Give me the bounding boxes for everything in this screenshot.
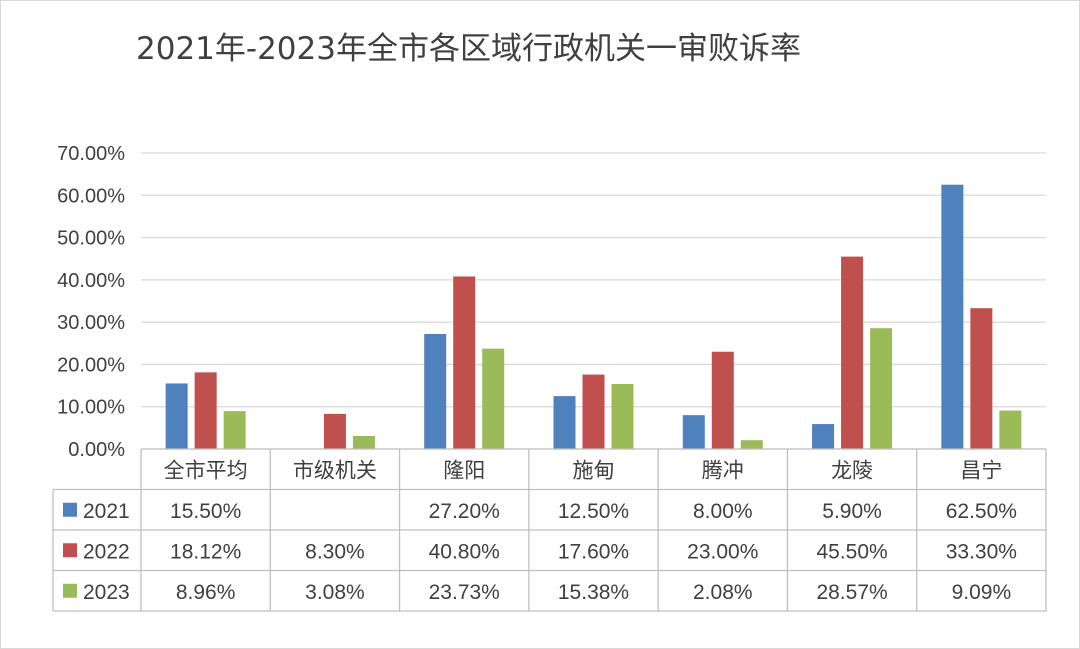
category-label: 施甸: [573, 458, 615, 482]
legend-key-2021: [63, 502, 77, 517]
data-label: 23.00%: [687, 540, 758, 563]
data-label: 17.60%: [558, 540, 629, 563]
data-label: 15.38%: [558, 581, 629, 604]
bar-2022: [970, 308, 993, 449]
data-label: 5.90%: [822, 500, 882, 523]
y-tick-label: 0.00%: [68, 439, 125, 461]
category-label: 全市平均: [164, 458, 248, 482]
bar-2022: [841, 256, 864, 449]
category-label: 隆阳: [443, 458, 485, 482]
data-label: 62.50%: [946, 500, 1017, 523]
data-label: 9.09%: [952, 581, 1012, 604]
y-tick-label: 40.00%: [57, 270, 125, 292]
y-tick-label: 60.00%: [57, 185, 125, 207]
bar-2021: [812, 424, 835, 449]
bar-2023: [611, 383, 634, 449]
bar-2023: [870, 328, 893, 449]
y-tick-label: 70.00%: [57, 143, 125, 165]
bar-2023: [223, 411, 246, 449]
data-label: 8.30%: [305, 540, 365, 563]
bar-2021: [165, 383, 188, 449]
y-tick-label: 50.00%: [57, 228, 125, 250]
data-label: 18.12%: [170, 540, 241, 563]
bar-2023: [999, 410, 1022, 449]
category-label: 腾冲: [702, 458, 744, 482]
legend-label-2023: 2023: [83, 581, 130, 604]
legend-label-2021: 2021: [83, 500, 130, 523]
bar-2023: [482, 348, 505, 449]
data-label: 3.08%: [305, 581, 365, 604]
data-label: 33.30%: [946, 540, 1017, 563]
category-label: 昌宁: [960, 458, 1002, 482]
data-label: 45.50%: [816, 540, 887, 563]
data-label: 8.00%: [693, 500, 753, 523]
data-label: 15.50%: [170, 500, 241, 523]
legend-key-2023: [63, 583, 77, 598]
data-label: 8.96%: [176, 581, 236, 604]
y-tick-label: 10.00%: [57, 397, 125, 419]
bar-2022: [711, 351, 734, 449]
bar-2022: [582, 374, 605, 449]
data-label: 28.57%: [816, 581, 887, 604]
category-label: 市级机关: [293, 458, 377, 482]
bar-2021: [941, 184, 964, 449]
category-label: 龙陵: [831, 458, 873, 482]
bar-2021: [682, 415, 705, 449]
chart-title: 2021年-2023年全市各区域行政机关一审败诉率: [136, 31, 801, 67]
data-label: 2.08%: [693, 581, 753, 604]
bar-2022: [194, 372, 217, 449]
bar-2022: [323, 413, 346, 449]
data-label: 23.73%: [429, 581, 500, 604]
bar-2021: [424, 333, 447, 449]
y-tick-label: 30.00%: [57, 312, 125, 334]
bar-2023: [740, 440, 763, 449]
data-label: 12.50%: [558, 500, 629, 523]
bar-2022: [453, 276, 476, 449]
data-label: 40.80%: [429, 540, 500, 563]
y-tick-label: 20.00%: [57, 354, 125, 376]
bar-2021: [553, 396, 576, 449]
data-label: 27.20%: [429, 500, 500, 523]
legend-label-2022: 2022: [83, 540, 130, 563]
legend-key-2022: [63, 543, 77, 558]
bar-2023: [352, 435, 375, 449]
